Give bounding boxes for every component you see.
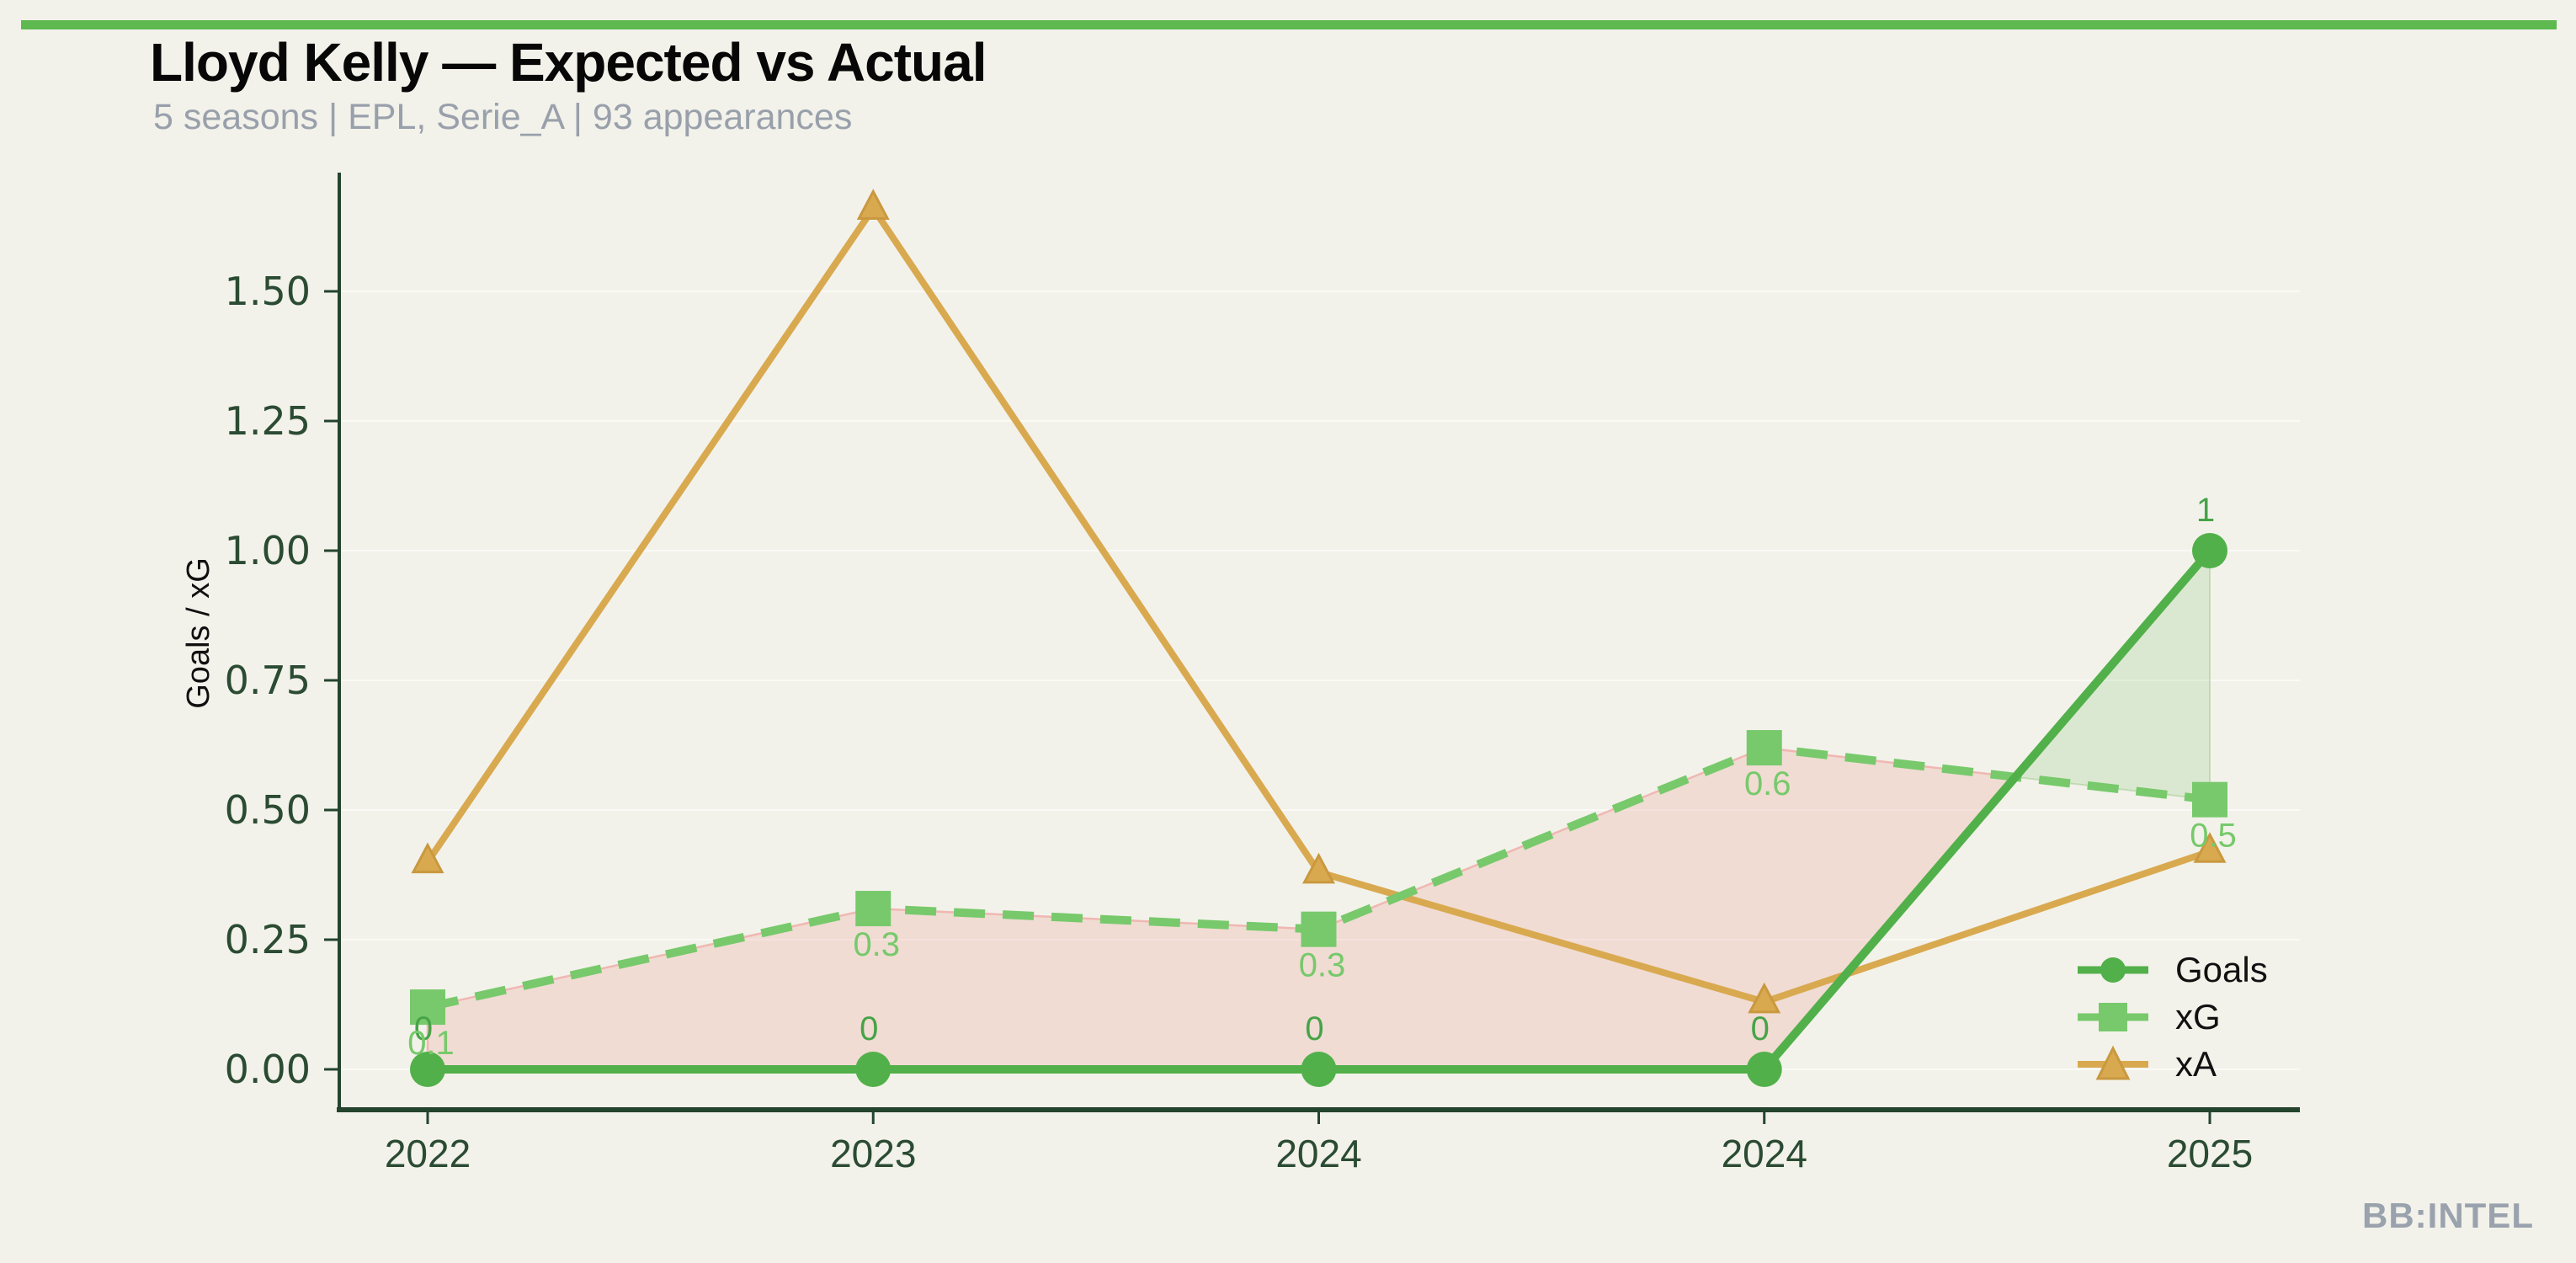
x-tick-label: 2025	[2167, 1132, 2253, 1175]
goals-data-point	[410, 1052, 445, 1087]
xa-data-point	[2193, 832, 2227, 863]
y-tick-label: 1.50	[225, 269, 311, 314]
legend-label-xa: xA	[2175, 1044, 2217, 1084]
watermark: BB:INTEL	[2362, 1196, 2534, 1235]
legend-label-xg: xG	[2175, 997, 2221, 1037]
legend-item-xa: xA	[2073, 1041, 2268, 1088]
y-axis-title: Goals / xG	[181, 557, 216, 709]
x-tick-label: 2022	[385, 1132, 471, 1175]
goals-data-label: 1	[2196, 492, 2215, 529]
legend-label-goals: Goals	[2175, 950, 2268, 989]
goals-data-point	[855, 1052, 891, 1087]
y-tick-label: 0.25	[225, 917, 311, 962]
xa-data-point	[411, 842, 444, 874]
xa-data-point	[1302, 852, 1335, 884]
xa-data-point	[856, 189, 890, 220]
goals-data-point	[2192, 533, 2227, 568]
goals-data-label: 0	[860, 1010, 878, 1047]
y-tick-label: 0.75	[225, 658, 311, 703]
goals-data-point	[1746, 1052, 1782, 1087]
legend-item-goals: Goals	[2073, 946, 2268, 994]
chart-subtitle: 5 seasons | EPL, Serie_A | 93 appearance…	[153, 97, 853, 137]
xg-data-label: 0.6	[1744, 765, 1791, 802]
xa-line-triangle-marker-icon	[2078, 1045, 2148, 1080]
xg-data-label: 0.1	[407, 1025, 455, 1062]
xg-data-label: 0.3	[1299, 947, 1346, 984]
x-tick-label: 2023	[830, 1132, 916, 1175]
xg-data-label: 0.5	[2190, 818, 2237, 855]
xg-data-point	[410, 989, 445, 1026]
y-tick-label: 1.00	[225, 528, 311, 573]
x-tick-label: 2024	[1722, 1132, 1807, 1175]
xa-data-point	[1748, 982, 1781, 1014]
xg-data-label: 0.3	[853, 926, 900, 963]
legend-item-xg: xG	[2073, 994, 2268, 1041]
goals-data-label: 0	[414, 1010, 433, 1047]
chart-title: Lloyd Kelly — Expected vs Actual	[150, 32, 987, 93]
x-tick-label: 2024	[1275, 1132, 1361, 1175]
accent-bar	[21, 20, 2557, 29]
y-tick-label: 0.50	[225, 787, 311, 833]
xg-line-square-marker-icon	[2078, 1003, 2148, 1031]
goals-data-point	[1301, 1052, 1337, 1087]
legend: Goals xG xA	[2073, 946, 2268, 1088]
xg-data-point	[1746, 730, 1782, 766]
goals-data-label: 0	[1751, 1010, 1770, 1047]
xg-data-point	[855, 891, 891, 927]
y-tick-label: 1.25	[225, 398, 311, 444]
goals-line-circle-marker-icon	[2078, 957, 2148, 983]
goals-data-label: 0	[1305, 1010, 1323, 1047]
xg-data-point	[1301, 911, 1337, 947]
y-tick-label: 0.00	[225, 1047, 311, 1092]
xg-data-point	[2192, 781, 2227, 818]
